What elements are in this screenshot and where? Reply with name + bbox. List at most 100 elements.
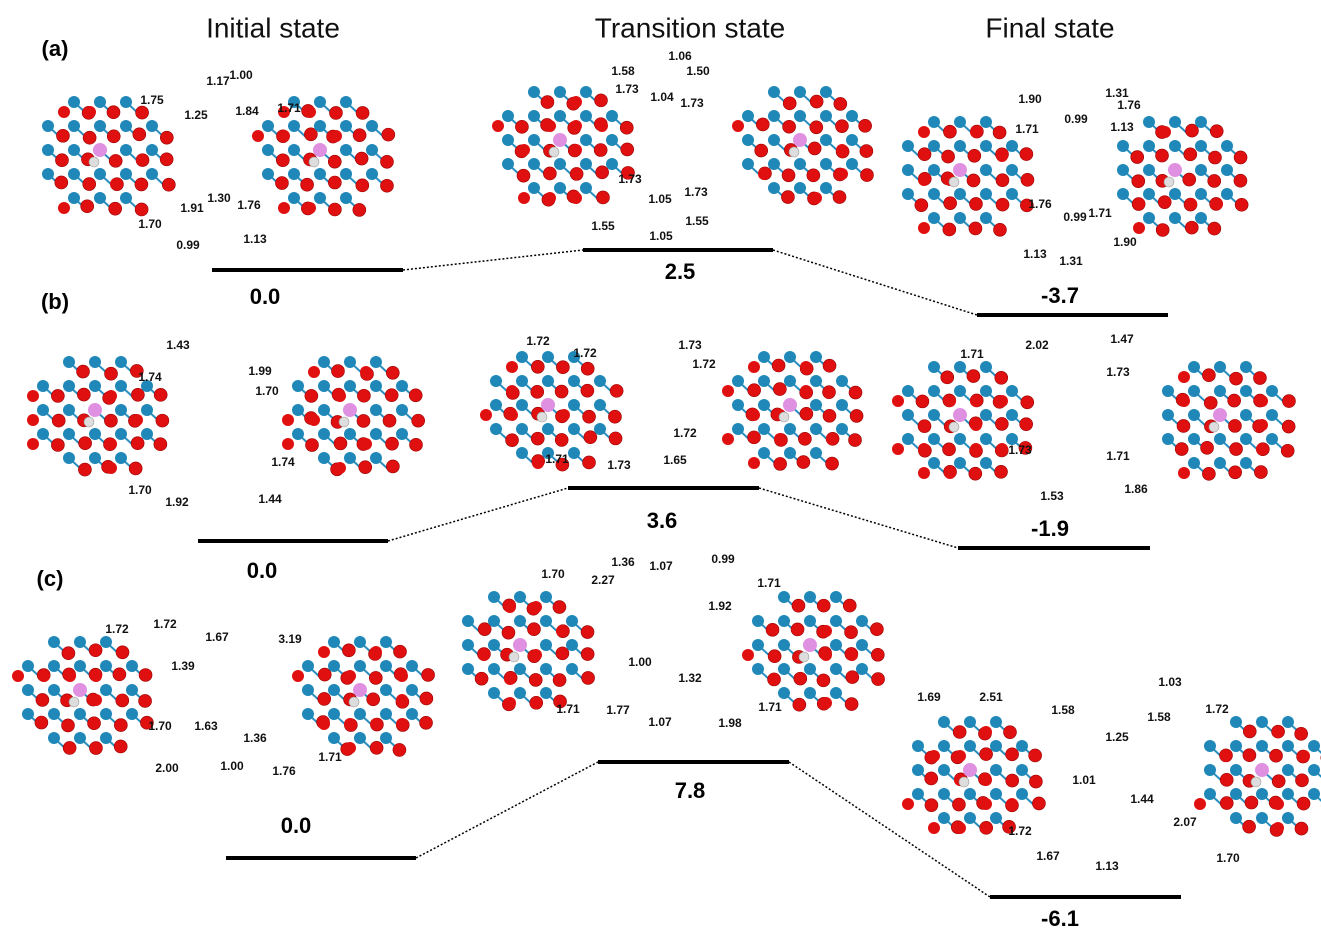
w-atom <box>462 663 474 675</box>
bond-distance: 1.06 <box>668 49 692 63</box>
o-atom <box>608 410 621 423</box>
o-atom <box>1185 124 1198 137</box>
o-atom <box>492 120 504 132</box>
o-atom <box>952 798 965 811</box>
w-atom <box>1169 116 1181 128</box>
o-atom <box>530 649 542 661</box>
w-atom <box>318 356 330 368</box>
o-atom <box>849 386 862 399</box>
o-atom <box>928 750 940 762</box>
w-atom <box>1016 740 1028 752</box>
o-atom <box>420 692 433 705</box>
w-atom <box>1282 716 1294 728</box>
o-atom <box>304 202 316 214</box>
o-atom <box>1202 467 1215 480</box>
o-atom <box>610 384 623 397</box>
bond-distance: 1.71 <box>277 101 301 115</box>
w-atom <box>1162 409 1174 421</box>
o-atom <box>1020 418 1033 431</box>
o-atom <box>305 439 318 452</box>
w-atom <box>568 375 580 387</box>
w-atom <box>370 452 382 464</box>
w-atom <box>980 116 992 128</box>
o-atom <box>918 126 930 138</box>
bond-distance: 1.63 <box>194 719 218 733</box>
w-atom <box>742 110 754 122</box>
bond-distance: 1.75 <box>140 93 164 107</box>
o-atom <box>1295 774 1308 787</box>
o-atom <box>1256 443 1268 455</box>
o-atom <box>135 203 148 216</box>
o-atom <box>996 198 1009 211</box>
bond-distance: 0.99 <box>176 238 200 252</box>
bond-distance: 1.77 <box>606 703 630 717</box>
o-atom <box>1194 798 1206 810</box>
w-atom <box>68 120 80 132</box>
o-atom <box>800 385 812 397</box>
p-atom <box>1255 763 1269 777</box>
w-atom <box>820 158 832 170</box>
o-atom <box>105 462 117 474</box>
w-atom <box>146 120 158 132</box>
w-atom <box>820 110 832 122</box>
bond-distance: 1.39 <box>171 659 195 673</box>
o-atom <box>944 467 956 479</box>
o-atom <box>328 176 341 189</box>
o-atom <box>810 95 823 108</box>
o-atom <box>543 167 556 180</box>
o-atom <box>1282 395 1295 408</box>
o-atom <box>110 178 122 190</box>
w-atom <box>964 740 976 752</box>
w-atom <box>528 86 540 98</box>
w-atom <box>302 708 314 720</box>
w-atom <box>540 591 552 603</box>
w-atom <box>1195 116 1207 128</box>
w-atom <box>502 110 514 122</box>
w-atom <box>42 120 54 132</box>
w-atom <box>288 144 300 156</box>
w-atom <box>516 447 528 459</box>
o-atom <box>1133 222 1145 234</box>
w-atom <box>778 615 790 627</box>
w-atom <box>768 86 780 98</box>
o-atom <box>1178 467 1190 479</box>
o-atom <box>51 438 64 451</box>
w-atom <box>954 385 966 397</box>
o-atom <box>849 434 862 447</box>
o-atom <box>556 647 569 660</box>
o-atom <box>131 388 144 401</box>
o-atom <box>105 367 118 380</box>
w-atom <box>146 144 158 156</box>
w-atom <box>314 96 326 108</box>
o-atom <box>1297 797 1310 810</box>
o-atom <box>1158 196 1171 209</box>
o-atom <box>808 142 821 155</box>
o-atom <box>1029 775 1042 788</box>
w-atom <box>554 158 566 170</box>
o-atom <box>282 414 294 426</box>
o-atom <box>36 693 49 706</box>
w-atom <box>928 164 940 176</box>
bond-distance: 1.31 <box>1059 254 1083 268</box>
o-atom <box>556 625 568 637</box>
w-atom <box>804 663 816 675</box>
o-atom <box>970 126 982 138</box>
bond-distance: 1.44 <box>1130 792 1154 806</box>
w-atom <box>980 212 992 224</box>
o-atom <box>506 361 518 373</box>
o-atom <box>282 438 294 450</box>
w-atom <box>758 447 770 459</box>
o-atom <box>1234 151 1247 164</box>
bond-distance: 1.55 <box>591 219 615 233</box>
w-atom <box>68 144 80 156</box>
w-atom <box>594 375 606 387</box>
w-atom <box>758 399 770 411</box>
o-atom <box>594 94 607 107</box>
o-atom <box>570 192 582 204</box>
o-atom <box>27 414 39 426</box>
polyoxometalate <box>742 591 885 711</box>
o-atom <box>422 668 435 681</box>
o-atom <box>980 748 993 761</box>
o-atom <box>995 465 1008 478</box>
p-atom <box>88 403 102 417</box>
